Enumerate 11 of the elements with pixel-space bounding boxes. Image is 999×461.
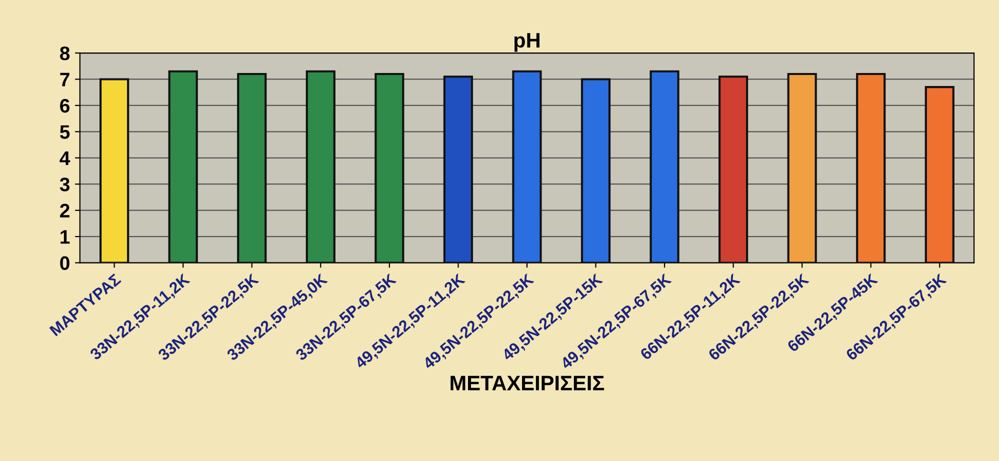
- chart-title: pH: [514, 33, 540, 52]
- y-tick-label: 5: [60, 125, 70, 139]
- y-tick-label: 3: [60, 178, 70, 192]
- y-tick-label: 2: [60, 204, 70, 218]
- y-tick-label: 8: [60, 46, 70, 60]
- x-axis-title: ΜΕΤΑΧΕΙΡΙΣΕΙΣ: [450, 376, 604, 390]
- y-tick-label: 1: [60, 230, 70, 244]
- y-tick-label: 4: [60, 152, 70, 165]
- y-tick-label: 6: [60, 98, 70, 113]
- y-tick-label: 0: [60, 256, 70, 270]
- y-tick-label: 7: [60, 72, 70, 86]
